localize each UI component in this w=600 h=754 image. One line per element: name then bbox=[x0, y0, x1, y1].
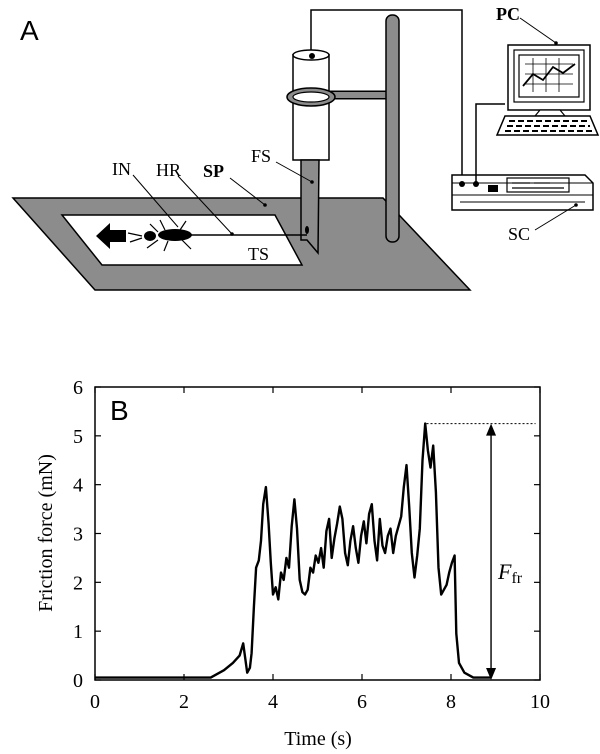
apparatus-diagram: A bbox=[11, 4, 600, 291]
friction-chart: B 0 2 4 6 8 10 0 1 2 3 4 5 6 Time (s) Friction force… bbox=[35, 377, 550, 750]
y-tick-label: 1 bbox=[73, 621, 83, 643]
label-hr: HR bbox=[156, 160, 181, 180]
panel-a-letter: A bbox=[20, 15, 39, 46]
y-tick-label: 6 bbox=[73, 377, 83, 399]
y-tick-label: 3 bbox=[73, 524, 83, 546]
force-sensor bbox=[286, 49, 336, 256]
x-tick-label: 2 bbox=[179, 691, 189, 713]
label-sp: SP bbox=[203, 161, 224, 181]
y-axis-label: Friction force (mN) bbox=[35, 454, 57, 612]
x-tick-label: 4 bbox=[268, 691, 278, 713]
ffr-subscript: fr bbox=[511, 570, 522, 587]
x-axis-label: Time (s) bbox=[284, 728, 352, 750]
label-fs: FS bbox=[251, 146, 271, 166]
leader-lines bbox=[132, 17, 577, 235]
ffr-annotation-label: Ffr bbox=[497, 559, 523, 587]
plot-frame bbox=[94, 386, 541, 681]
insect bbox=[127, 219, 192, 252]
x-tick-label: 6 bbox=[357, 691, 367, 713]
label-pc: PC bbox=[496, 4, 520, 24]
x-tick-label: 8 bbox=[446, 691, 456, 713]
sensor-cable bbox=[310, 9, 463, 183]
ffr-symbol: F bbox=[497, 559, 512, 584]
x-tick-label: 10 bbox=[530, 691, 550, 713]
ffr-arrow-head-bottom bbox=[486, 668, 497, 680]
signal-conditioner bbox=[451, 174, 594, 211]
x-tick-label: 0 bbox=[90, 691, 100, 713]
chart-axes bbox=[94, 386, 541, 681]
y-tick-label: 0 bbox=[73, 670, 83, 692]
label-sc: SC bbox=[508, 224, 530, 244]
label-ts: TS bbox=[248, 244, 269, 264]
panel-b-letter: B bbox=[110, 395, 129, 426]
y-tick-label: 4 bbox=[73, 475, 83, 497]
computer bbox=[495, 44, 600, 136]
label-in: IN bbox=[112, 159, 131, 179]
leader-dots bbox=[230, 41, 578, 236]
chart-annotation bbox=[426, 423, 536, 680]
y-tick-label: 2 bbox=[73, 572, 83, 594]
chart-series bbox=[95, 422, 492, 679]
pc-cable bbox=[475, 103, 505, 184]
series-line bbox=[95, 422, 492, 679]
direction-arrow bbox=[96, 223, 126, 249]
ffr-arrow-head-top bbox=[486, 423, 497, 436]
chart-ticks: 0 2 4 6 8 10 0 1 2 3 4 5 6 bbox=[73, 377, 550, 713]
y-tick-label: 5 bbox=[73, 426, 83, 448]
